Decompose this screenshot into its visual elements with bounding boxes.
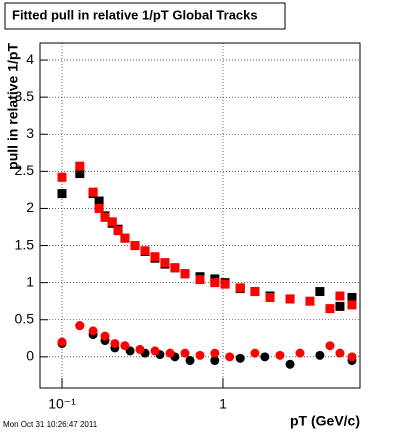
data-point xyxy=(150,252,160,262)
x-tick-label: 1 xyxy=(219,396,227,412)
data-point xyxy=(265,292,275,302)
data-point xyxy=(140,246,150,256)
data-point xyxy=(285,359,295,369)
data-point xyxy=(130,241,140,251)
data-point xyxy=(75,321,85,331)
data-point xyxy=(110,338,120,348)
data-point xyxy=(100,331,110,341)
footer-date: Mon Oct 31 10:26:47 2011 xyxy=(3,420,98,429)
data-point xyxy=(347,300,357,310)
data-point xyxy=(180,269,190,279)
data-point xyxy=(210,278,220,288)
data-point xyxy=(165,348,175,358)
data-point xyxy=(335,348,345,358)
data-point xyxy=(57,172,67,182)
data-point xyxy=(113,226,123,236)
data-point xyxy=(135,344,145,354)
data-point xyxy=(94,203,104,213)
title-box xyxy=(4,2,286,30)
chart-title: Fitted pull in relative 1/pT Global Trac… xyxy=(12,7,258,22)
data-point xyxy=(195,275,205,285)
data-point xyxy=(305,296,315,306)
data-point xyxy=(347,292,357,302)
data-point xyxy=(88,187,98,197)
data-point xyxy=(260,352,270,362)
data-point xyxy=(195,350,205,360)
data-point xyxy=(75,169,85,179)
data-point xyxy=(335,301,345,311)
data-point xyxy=(185,356,195,366)
y-tick-label: 1 xyxy=(26,273,34,289)
y-tick-label: 4 xyxy=(26,51,34,67)
data-point xyxy=(180,348,190,358)
y-tick-label: 3.5 xyxy=(15,88,35,104)
data-point xyxy=(285,294,295,304)
data-point xyxy=(107,217,117,227)
data-point xyxy=(235,283,245,293)
data-point xyxy=(100,212,110,222)
y-tick-label: 1.5 xyxy=(15,236,35,252)
y-tick-label: 2.5 xyxy=(15,162,35,178)
data-point xyxy=(120,233,130,243)
y-tick-label: 0.5 xyxy=(15,310,35,326)
data-point xyxy=(315,287,325,297)
data-point xyxy=(160,258,170,268)
data-point xyxy=(210,356,220,366)
data-point xyxy=(210,348,220,358)
data-point xyxy=(57,189,67,199)
data-point xyxy=(88,326,98,336)
data-point xyxy=(335,291,345,301)
data-point xyxy=(295,348,305,358)
y-tick-label: 2 xyxy=(26,199,34,215)
data-point xyxy=(225,352,235,362)
data-point xyxy=(220,279,230,289)
data-point xyxy=(94,196,104,206)
data-point xyxy=(75,161,85,171)
data-point xyxy=(347,352,357,362)
data-point xyxy=(275,350,285,360)
data-point xyxy=(150,346,160,356)
data-point xyxy=(325,304,335,314)
y-axis-label: pull in relative 1/pT xyxy=(5,43,21,170)
x-tick-label: 10⁻¹ xyxy=(48,396,76,412)
data-point xyxy=(170,263,180,273)
data-point xyxy=(57,337,67,347)
data-point xyxy=(250,287,260,297)
y-tick-label: 3 xyxy=(26,125,34,141)
data-point xyxy=(120,341,130,351)
data-point xyxy=(325,341,335,351)
data-point xyxy=(315,350,325,360)
plot-frame xyxy=(39,42,361,389)
data-point xyxy=(250,348,260,358)
x-axis-label: pT (GeV/c) xyxy=(290,413,360,429)
data-point xyxy=(235,353,245,363)
y-tick-label: 0 xyxy=(26,348,34,364)
